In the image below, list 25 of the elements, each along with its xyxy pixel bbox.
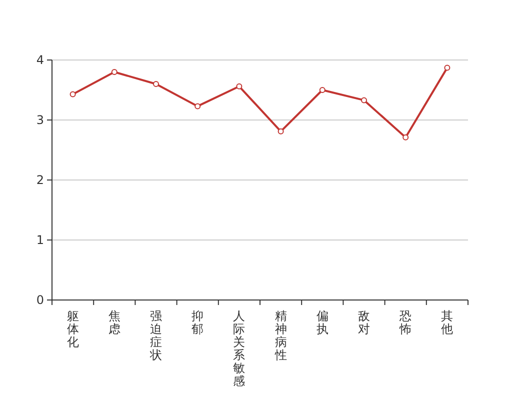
point [444, 64, 450, 71]
point [402, 134, 409, 140]
y-tick-label: 2 [36, 173, 44, 187]
x-tick-label: 偏执 [316, 309, 328, 336]
point [153, 81, 159, 87]
x-tick-label: 躯体化 [66, 309, 79, 349]
x-tick-label: 恐怖 [398, 309, 412, 336]
point [278, 128, 284, 134]
point [111, 69, 118, 75]
x-tick-label: 其他 [441, 309, 454, 336]
y-tick-label: 4 [36, 53, 44, 67]
x-tick-label: 强迫症状 [149, 309, 162, 362]
x-tick-label: 敌对 [358, 309, 370, 336]
point [194, 103, 201, 110]
point [70, 91, 76, 98]
point [319, 87, 326, 93]
x-tick-label: 精神病性 [274, 309, 287, 362]
x-tick-label: 焦虑 [108, 309, 120, 336]
y-tick-label: 1 [36, 233, 44, 247]
y-tick-label: 3 [36, 113, 44, 127]
y-tick-label: 0 [36, 293, 44, 307]
point [236, 83, 242, 90]
x-tick-label: 抑郁 [192, 309, 204, 336]
x-tick-label: 人际关系敏感 [233, 309, 246, 388]
point [361, 97, 367, 104]
